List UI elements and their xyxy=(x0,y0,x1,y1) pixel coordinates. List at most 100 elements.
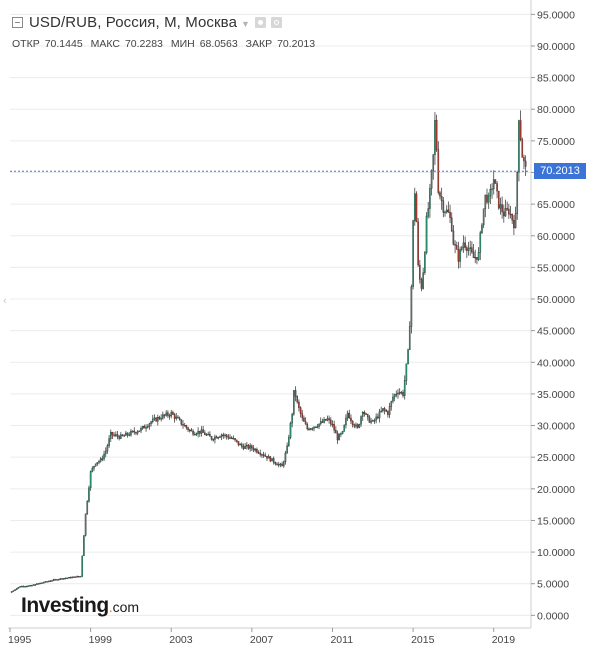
candle-up xyxy=(101,458,104,460)
candle-down xyxy=(22,585,25,588)
candle-down xyxy=(34,584,36,586)
candle-up xyxy=(19,586,21,588)
candle-up xyxy=(345,417,347,426)
close-value: 70.2013 xyxy=(277,38,316,50)
y-tick-label: 90.0000 xyxy=(537,41,575,53)
candle-up xyxy=(37,583,40,585)
candle-up xyxy=(462,242,465,248)
candle-down xyxy=(368,416,371,423)
candle-down xyxy=(234,438,236,441)
candle-down xyxy=(306,423,309,430)
chevron-down-icon[interactable]: ▼ xyxy=(241,18,250,29)
candle-down xyxy=(235,439,238,442)
y-tick-label: 65.0000 xyxy=(537,199,575,211)
candle-up xyxy=(120,434,122,439)
candle-down xyxy=(232,438,235,440)
candle-down xyxy=(509,213,512,216)
candle-up xyxy=(445,209,448,213)
candle-down xyxy=(118,436,120,439)
candle-up xyxy=(81,555,84,577)
candle-down xyxy=(304,421,307,425)
candle-down xyxy=(298,401,300,408)
candle-down xyxy=(111,431,114,436)
candle-up xyxy=(197,430,199,434)
candle-down xyxy=(466,247,468,251)
candle-up xyxy=(341,431,344,434)
candle-down xyxy=(121,434,124,436)
candle-up xyxy=(293,390,295,415)
collapse-icon[interactable] xyxy=(12,16,23,28)
candle-up xyxy=(482,208,485,226)
y-tick-label: 80.0000 xyxy=(537,104,575,116)
logo-main-text: Investing xyxy=(21,594,109,617)
candle-down xyxy=(353,424,356,427)
candle-up xyxy=(200,429,203,434)
candle-up xyxy=(400,391,403,394)
ohlc-readout: ОТКР 70.1445 МАКС 70.2283 МИН 68.0563 ЗАКР 7… xyxy=(12,38,532,50)
candle-down xyxy=(455,244,458,250)
candle-up xyxy=(76,576,78,578)
candle-up xyxy=(319,421,322,425)
gear-icon[interactable] xyxy=(270,16,282,28)
candle-up xyxy=(67,577,70,579)
candle-up xyxy=(469,247,472,249)
candle-up xyxy=(93,465,95,469)
candle-up xyxy=(99,458,102,462)
candle-up xyxy=(131,430,134,433)
candle-up xyxy=(267,456,270,459)
candle-down xyxy=(330,419,332,425)
y-tick-label: 15.0000 xyxy=(537,515,575,527)
candle-down xyxy=(350,417,352,422)
candle-up xyxy=(284,452,287,462)
candle-up xyxy=(518,120,520,173)
candle-down xyxy=(251,445,253,449)
resize-handle-icon[interactable]: ‹ xyxy=(3,295,7,307)
candle-up xyxy=(42,582,45,584)
candle-up xyxy=(109,431,112,439)
candle-up xyxy=(104,450,107,455)
candle-up xyxy=(224,434,226,437)
candle-up xyxy=(62,578,65,580)
candle-up xyxy=(343,424,346,432)
candle-up xyxy=(205,434,208,436)
candle-up xyxy=(175,416,178,419)
candle-up xyxy=(323,419,325,423)
low-label: МИН xyxy=(170,38,195,50)
candle-down xyxy=(447,209,450,213)
candle-down xyxy=(262,454,265,456)
candle-up xyxy=(393,394,396,398)
candle-up xyxy=(313,426,315,429)
candle-up xyxy=(157,417,159,422)
candle-up xyxy=(153,417,156,420)
candle-down xyxy=(314,426,317,429)
candle-up xyxy=(388,406,391,415)
candle-up xyxy=(51,580,53,582)
candle-down xyxy=(457,248,460,262)
candle-down xyxy=(126,432,129,436)
candle-up xyxy=(145,427,147,429)
candle-down xyxy=(252,447,255,451)
logo-suffix: com xyxy=(112,599,140,615)
candle-up xyxy=(408,326,411,350)
candle-up xyxy=(49,580,52,582)
candle-down xyxy=(259,452,262,455)
x-tick-label: 1995 xyxy=(8,634,32,646)
candle-down xyxy=(331,423,334,426)
candle-down xyxy=(163,414,166,416)
open-value: 70.1445 xyxy=(44,38,83,50)
candle-down xyxy=(464,242,466,248)
candle-down xyxy=(143,426,146,429)
last-price-badge: 70.2013 xyxy=(534,163,586,180)
y-tick-label: 75.0000 xyxy=(537,136,575,148)
candle-up xyxy=(24,586,26,588)
candle-up xyxy=(254,449,257,451)
candle-down xyxy=(133,430,136,433)
candle-down xyxy=(202,429,204,433)
candle-down xyxy=(511,213,513,221)
candle-down xyxy=(363,412,366,414)
title-row: USD/RUB, Россия, M, Москва ▼ xyxy=(12,12,532,32)
candle-up xyxy=(14,589,16,591)
eye-icon[interactable] xyxy=(254,16,266,28)
candle-up xyxy=(405,363,408,381)
